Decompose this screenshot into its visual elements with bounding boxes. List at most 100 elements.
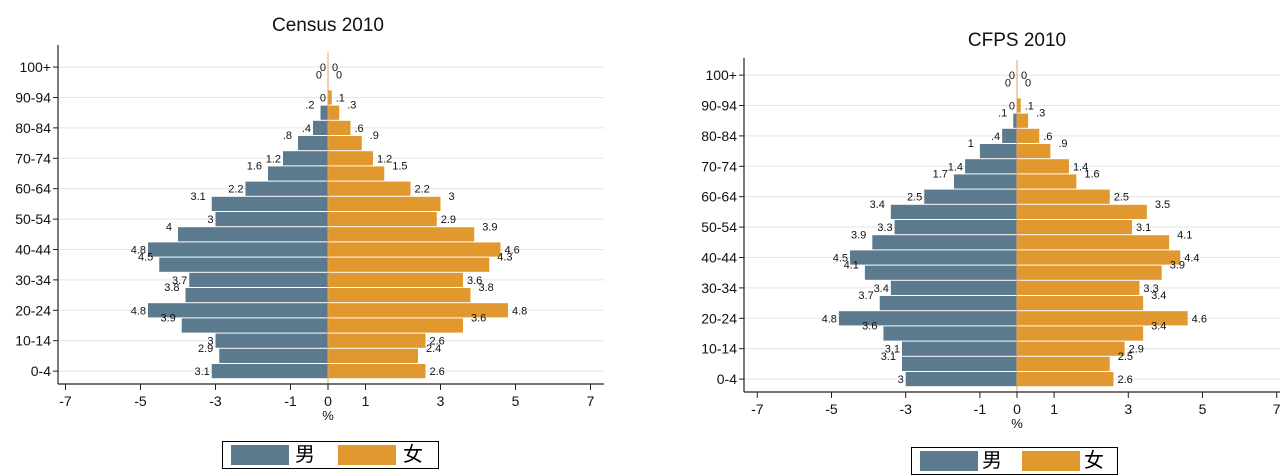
data-label-female: 2.6 <box>1117 374 1132 386</box>
bar-female <box>1017 250 1181 265</box>
bar-female <box>328 181 411 196</box>
y-tick-label: 10-14 <box>15 333 51 349</box>
data-label-female: 0 <box>1025 77 1031 89</box>
bar-female <box>1017 265 1162 280</box>
data-label-male: .4 <box>302 123 311 135</box>
bar-female <box>328 272 463 287</box>
x-axis-label: % <box>322 408 334 423</box>
bar-female <box>1017 341 1125 356</box>
y-tick-label: 30-34 <box>15 272 51 288</box>
data-label-male: 3 <box>207 336 213 348</box>
bar-female <box>328 318 463 333</box>
bar-female <box>1017 204 1147 219</box>
data-label-male: .4 <box>991 131 1000 143</box>
x-tick-label: -5 <box>825 401 838 417</box>
y-tick-label: 70-74 <box>15 150 51 166</box>
bar-male <box>872 235 1017 250</box>
data-label-female: 1.6 <box>1084 169 1099 181</box>
data-label-female: 1.5 <box>392 161 407 173</box>
bar-male <box>245 181 328 196</box>
data-label-female: 3.5 <box>1155 199 1170 211</box>
legend-census: 男 女 <box>222 441 439 469</box>
data-label-male: 0 <box>1005 77 1011 89</box>
legend-cfps: 男 女 <box>911 447 1118 475</box>
data-label-male: .1 <box>998 108 1007 120</box>
legend-label-female: 女 <box>403 444 423 466</box>
bar-male <box>313 120 328 135</box>
bar-male <box>159 257 328 272</box>
data-label-female: 4.3 <box>497 252 512 264</box>
x-tick-label: -7 <box>59 393 72 409</box>
data-label-male: 3.4 <box>870 199 885 211</box>
y-tick-label: 30-34 <box>701 280 737 296</box>
data-label-female: 2.9 <box>1129 344 1144 356</box>
data-label-female: 4.6 <box>505 245 520 257</box>
legend-label-female: 女 <box>1084 450 1104 472</box>
data-label-male: 3 <box>898 374 904 386</box>
x-tick-label: -7 <box>751 401 764 417</box>
bar-male <box>879 296 1017 311</box>
y-tick-label: 10-14 <box>701 341 737 357</box>
y-tick-label: 20-24 <box>701 310 737 326</box>
y-tick-label: 20-24 <box>15 302 51 318</box>
bar-male <box>883 326 1017 341</box>
data-label-female: .1 <box>1025 101 1034 113</box>
y-tick-label: 60-64 <box>701 189 737 205</box>
data-label-female: 3.1 <box>1136 222 1151 234</box>
bar-male <box>979 144 1017 159</box>
data-label-female: 1.4 <box>1073 161 1088 173</box>
data-label-male: 2.5 <box>907 192 922 204</box>
data-label-female: 0 <box>1021 70 1027 82</box>
bar-female <box>328 288 471 303</box>
legend-swatch-female <box>338 445 396 465</box>
data-label-male: 4.5 <box>833 253 848 265</box>
bar-male <box>298 136 328 151</box>
bar-female <box>1017 356 1110 371</box>
data-label-male: 3.7 <box>858 290 873 302</box>
data-label-female: 3.3 <box>1143 283 1158 295</box>
data-label-male: 1.6 <box>247 161 262 173</box>
bar-female <box>328 333 426 348</box>
bar-male <box>148 303 328 318</box>
data-label-male: 0 <box>1009 101 1015 113</box>
bar-male <box>1002 128 1017 143</box>
data-label-male: 0 <box>1009 70 1015 82</box>
x-tick-label: 7 <box>587 393 595 409</box>
data-label-male: 1.2 <box>266 153 281 165</box>
x-tick-label: 0 <box>324 393 332 409</box>
y-tick-label: 100+ <box>19 59 51 75</box>
bar-male <box>894 220 1017 235</box>
bar-female <box>1017 189 1110 204</box>
data-label-male: 1 <box>968 138 974 150</box>
data-label-male: 4.8 <box>822 313 837 325</box>
data-label-male: 3.8 <box>164 282 179 294</box>
bar-male <box>901 341 1017 356</box>
data-label-male: 3.9 <box>851 229 866 241</box>
bar-male <box>924 189 1017 204</box>
bar-female <box>1017 220 1133 235</box>
data-label-male: 3.7 <box>172 275 187 287</box>
data-label-female: 3.8 <box>479 282 494 294</box>
bar-female <box>1017 144 1051 159</box>
chart-title: CFPS 2010 <box>968 30 1066 51</box>
data-label-male: 0 <box>320 93 326 105</box>
bar-female <box>328 120 351 135</box>
data-label-female: .9 <box>1058 138 1067 150</box>
data-label-female: 4.4 <box>1184 253 1199 265</box>
data-label-female: 0 <box>336 69 342 81</box>
chart-cfps: CFPS 201033.13.13.64.83.73.44.14.53.93.3… <box>701 30 1281 431</box>
data-label-male: 1.4 <box>948 161 963 173</box>
data-label-male: 4.5 <box>138 252 153 264</box>
chart-title: Census 2010 <box>272 15 384 36</box>
bar-female <box>1017 98 1021 113</box>
bar-male <box>838 311 1017 326</box>
bar-female <box>1017 235 1170 250</box>
data-label-female: 2.6 <box>430 366 445 378</box>
bar-female <box>328 257 490 272</box>
data-label-male: 2.9 <box>198 343 213 355</box>
bar-female <box>328 242 501 257</box>
bar-female <box>328 105 340 120</box>
data-label-female: .3 <box>347 100 356 112</box>
data-label-female: .1 <box>336 93 345 105</box>
bar-male <box>905 372 1017 387</box>
